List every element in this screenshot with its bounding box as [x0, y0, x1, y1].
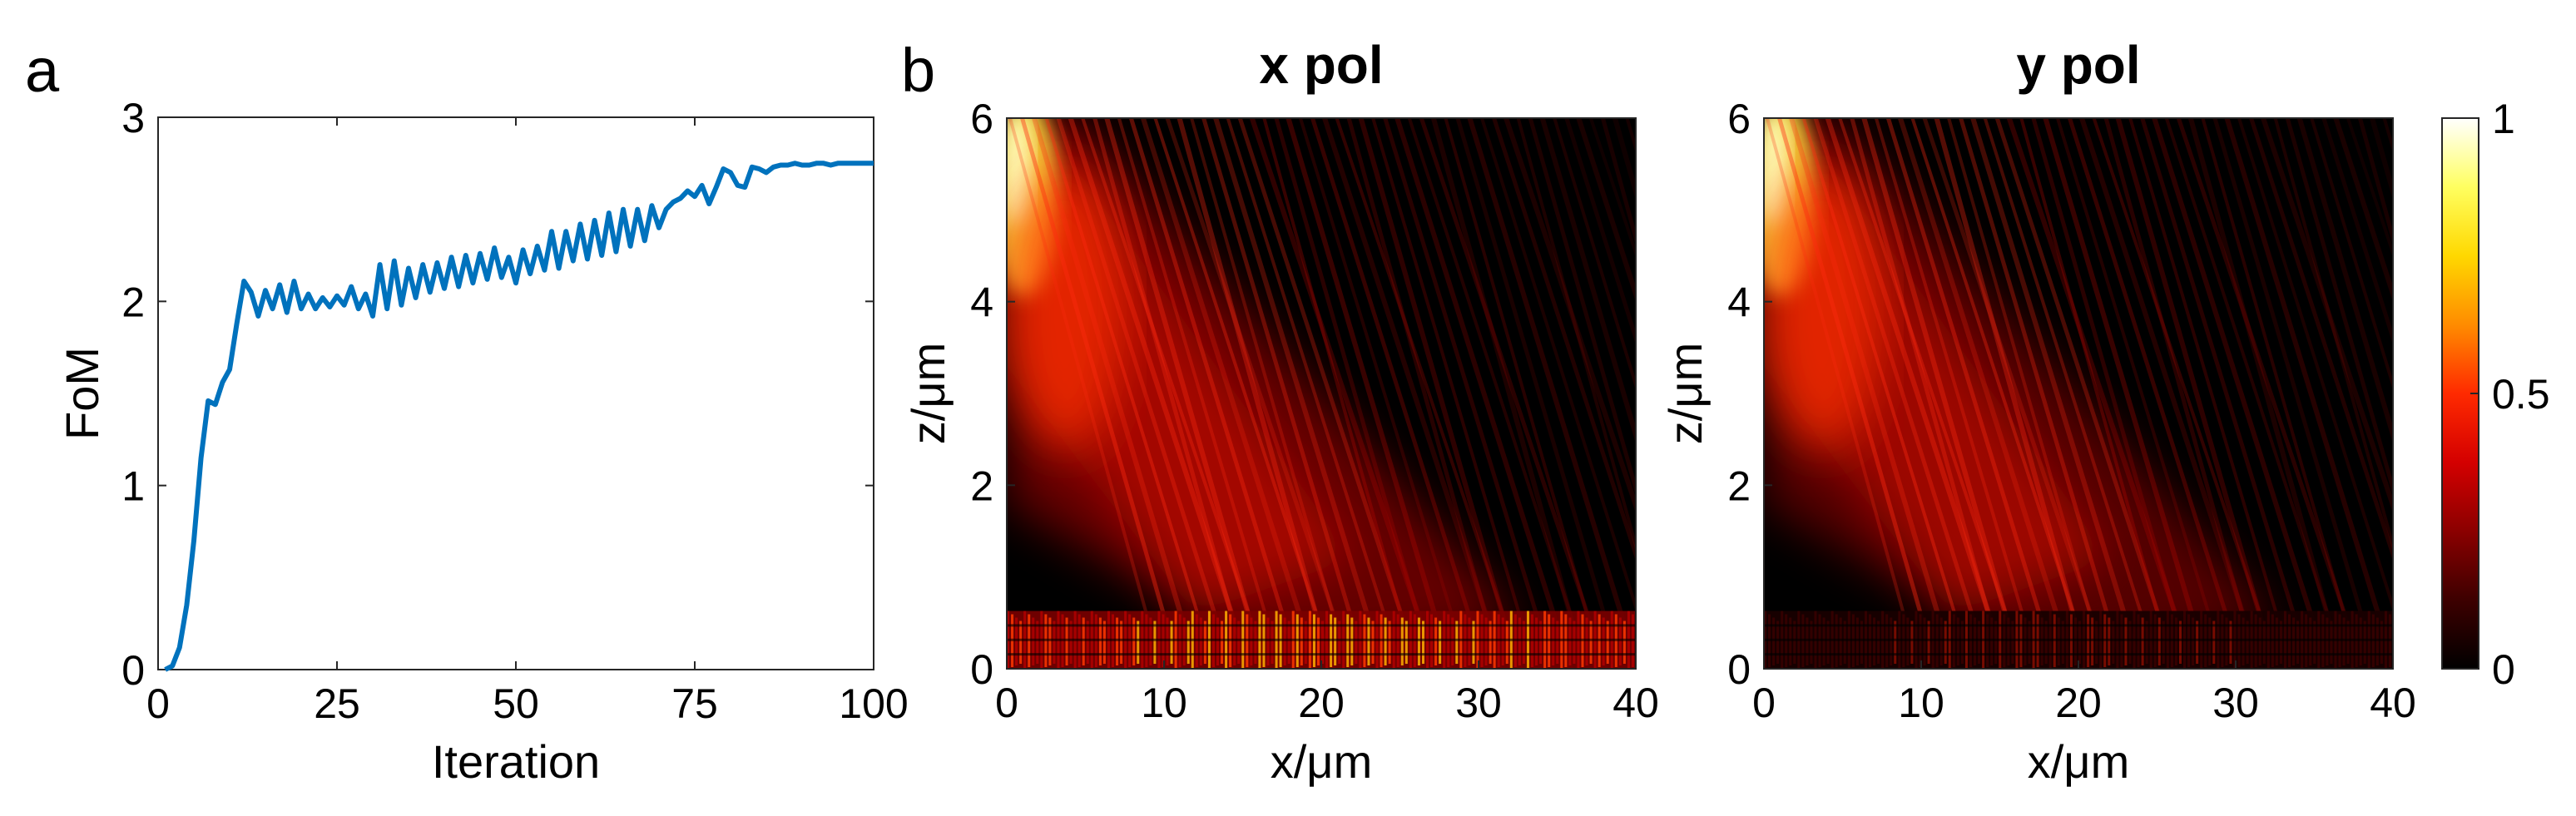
- panel-letter-a: a: [25, 36, 60, 105]
- y-tick-label: 3: [121, 95, 145, 141]
- x-tick-label: 30: [2212, 680, 2259, 726]
- y-tick-label: 1: [121, 463, 145, 510]
- x-tick-label: 75: [671, 680, 718, 727]
- x-axis-label-ypol: x/μm: [2028, 735, 2129, 788]
- x-pol-heatmap: x pol 0 10 20 30 40 0 2 4 6 x/μm z/μm: [902, 35, 1659, 788]
- x-axis-label-a: Iteration: [432, 735, 600, 788]
- x-tick-label: 10: [1141, 680, 1187, 726]
- y-axis-label-xpol: z/μm: [902, 343, 954, 444]
- a-axis-ticks: 0 25 50 75 100 0 1 2 3: [121, 95, 909, 727]
- x-tick-label: 100: [839, 680, 908, 727]
- panel-letter-b: b: [901, 36, 935, 105]
- y-tick-label: 2: [970, 462, 993, 509]
- x-tick-label: 20: [2055, 680, 2102, 726]
- y-tick-label: 6: [970, 96, 993, 142]
- fom-series-line: [164, 161, 874, 672]
- x-pol-title: x pol: [1259, 35, 1383, 95]
- x-axis-label-xpol: x/μm: [1271, 735, 1372, 788]
- y-tick-label: 6: [1727, 96, 1751, 142]
- colorbar-tick-label: 0: [2492, 646, 2515, 693]
- y-tick-label: 0: [121, 647, 145, 694]
- x-tick-label: 25: [314, 680, 360, 727]
- x-tick-label: 10: [1898, 680, 1944, 726]
- x-tick-label: 0: [146, 680, 170, 727]
- y-pol-heatmap: y pol 0 10 20 30 40 0 2 4 6 x/μm z/μm: [1659, 35, 2416, 788]
- y-tick-label: 0: [970, 646, 993, 693]
- y-tick-label: 0: [1727, 646, 1751, 693]
- xpol-axis-ticks: 0 10 20 30 40 0 2 4 6: [970, 96, 1659, 726]
- colorbar-ticks: 00.51: [2470, 96, 2550, 693]
- ypol-axis-ticks: 0 10 20 30 40 0 2 4 6: [1727, 96, 2416, 726]
- colorbar-tick-label: 0.5: [2492, 371, 2550, 418]
- x-tick-label: 20: [1298, 680, 1345, 726]
- x-tick-label: 0: [995, 680, 1018, 726]
- y-tick-label: 2: [1727, 462, 1751, 509]
- y-tick-label: 2: [121, 279, 145, 325]
- fom-line-chart: 0 25 50 75 100 0 1 2 3 Iteration FoM: [56, 95, 909, 788]
- x-tick-label: 40: [1612, 680, 1659, 726]
- plot-area-a: [157, 116, 874, 670]
- y-tick-label: 4: [1727, 279, 1751, 326]
- colorbar-tick-label: 1: [2492, 96, 2515, 142]
- y-axis-label-a: FoM: [56, 347, 108, 440]
- x-tick-label: 50: [493, 680, 539, 727]
- y-pol-title: y pol: [2016, 35, 2140, 95]
- y-tick-label: 4: [970, 279, 993, 326]
- colorbar: 00.51: [2441, 96, 2550, 693]
- x-tick-label: 40: [2370, 680, 2416, 726]
- x-tick-label: 30: [1455, 680, 1502, 726]
- y-axis-label-ypol: z/μm: [1659, 343, 1712, 444]
- x-tick-label: 0: [1752, 680, 1776, 726]
